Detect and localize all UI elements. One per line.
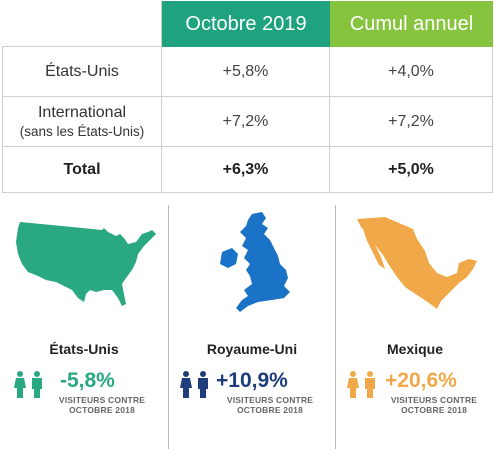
row-label-sub: (sans les États-Unis) [19, 123, 145, 139]
people-icon [347, 371, 375, 398]
row-ytd-value: +7,2% [330, 97, 493, 147]
header-ytd: Cumul annuel [330, 1, 493, 47]
caption-uk: VISITEURS CONTRE OCTOBRE 2018 [220, 395, 320, 415]
change-percent-uk: +10,9% [216, 369, 288, 392]
row-october-value: +5,8% [162, 47, 330, 97]
country-name-us: États-Unis [49, 341, 119, 357]
table-header-row: Octobre 2019 Cumul annuel [2, 1, 493, 47]
change-percent-us: -5,8% [60, 369, 115, 392]
table-row-us: États-Unis +5,8% +4,0% [2, 47, 493, 97]
uk-map-icon [220, 212, 290, 312]
row-october-value: +7,2% [162, 97, 330, 147]
header-empty-cell [2, 1, 162, 47]
caption-line-1: VISITEURS CONTRE [226, 395, 314, 405]
people-icon [180, 371, 208, 398]
people-icon [14, 371, 42, 398]
header-october-2019: Octobre 2019 [162, 1, 330, 47]
mexico-map-icon [357, 217, 477, 309]
caption-line-1: VISITEURS CONTRE [58, 395, 146, 405]
caption-line-2: OCTOBRE 2018 [400, 405, 468, 415]
row-october-value: +6,3% [162, 147, 330, 193]
caption-mexico: VISITEURS CONTRE OCTOBRE 2018 [384, 395, 484, 415]
change-percent-mexico: +20,6% [385, 369, 457, 392]
row-label: International (sans les États-Unis) [2, 97, 162, 147]
country-name-uk: Royaume-Uni [206, 341, 298, 357]
row-label: Total [2, 147, 162, 193]
caption-line-1: VISITEURS CONTRE [390, 395, 478, 405]
caption-line-2: OCTOBRE 2018 [236, 405, 304, 415]
table-row-total: Total +6,3% +5,0% [2, 147, 493, 193]
row-label: États-Unis [2, 47, 162, 97]
panel-divider [335, 205, 336, 449]
row-ytd-value: +4,0% [330, 47, 493, 97]
table-row-international: International (sans les États-Unis) +7,2… [2, 97, 493, 147]
usa-map-icon [16, 222, 156, 306]
caption-us: VISITEURS CONTRE OCTOBRE 2018 [52, 395, 152, 415]
panel-divider [168, 205, 169, 449]
row-label-main: International [37, 103, 127, 121]
caption-line-2: OCTOBRE 2018 [68, 405, 136, 415]
country-name-mexico: Mexique [386, 341, 443, 357]
row-ytd-value: +5,0% [330, 147, 493, 193]
